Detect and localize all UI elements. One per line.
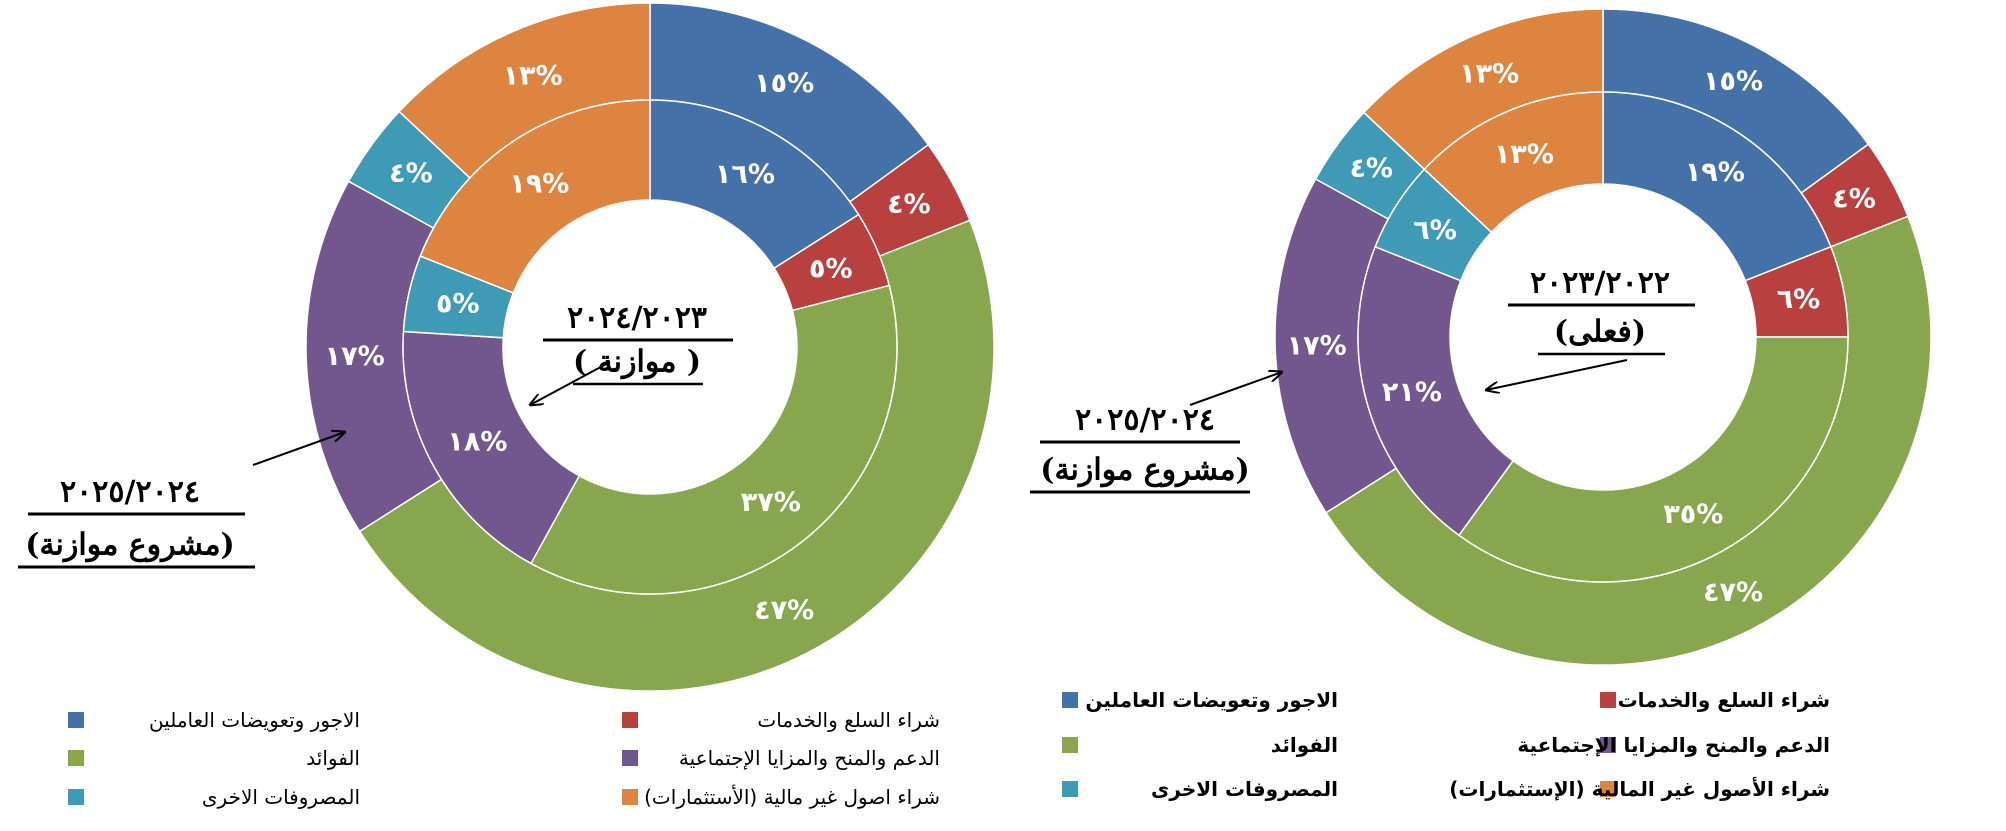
legend-label-goods: شراء السلع والخدمات [1618,688,1830,712]
data-label-outer-interest: ٤٧% [1703,577,1763,608]
center-label-line2: ( موازنة ) [573,345,701,380]
data-label-outer-assets: ١٣% [1459,59,1519,90]
legend-label-interest: الفوائد [1271,733,1338,757]
slice-inner-assets [1423,91,1604,234]
legend-label-wages: الاجور وتعويضات العاملين [1085,688,1338,712]
legend-label-interest: الفوائد [306,746,360,770]
data-label-inner-other: ٥% [436,289,480,320]
data-label-outer-wages: ١٥% [1703,66,1763,97]
data-label-inner-support: ١٨% [447,426,507,457]
slice-inner-support [402,330,581,565]
legend-label-wages: الاجور وتعويضات العاملين [149,708,360,732]
legend-swatch-other [68,789,84,805]
data-label-inner-goods: ٦% [1777,284,1821,315]
data-label-inner-other: ٦% [1413,215,1457,246]
chart-left: ١٥% ٤% ٤٧% ١٧% ٤% ١٣% ١٦% ٥% ٣٧% ١٨% ٥% ١٩% ٢٠٢٤/٢٠٢… [18,2,995,809]
data-label-inner-goods: ٥% [809,253,853,284]
data-label-outer-other: ٤% [1349,153,1393,184]
legend-swatch-assets [1600,781,1616,797]
legend-swatch-interest [1062,737,1078,753]
data-label-outer-other: ٤% [389,158,433,189]
center-label-line2: (فعلى) [1554,315,1646,350]
legend-swatch-wages [1062,692,1078,708]
data-label-outer-interest: ٤٧% [754,595,814,626]
slice-inner-interest [529,284,898,595]
slice-inner-support [1357,245,1515,537]
data-label-inner-support: ٢١% [1382,377,1442,408]
data-label-outer-goods: ٤% [887,189,931,220]
legend-swatch-other [1062,781,1078,797]
legend-swatch-goods [622,712,638,728]
arrow-inner-ring [530,361,611,405]
outer-label-line2: (مشروع موازنة) [1040,453,1249,488]
arrow-outer-ring [1189,372,1282,406]
slice-inner-assets [419,99,651,294]
legend-swatch-goods [1600,692,1616,708]
legend-swatch-assets [622,789,638,805]
data-label-outer-goods: ٤% [1832,183,1876,214]
legend-label-other: المصروفات الاخرى [202,785,360,809]
data-label-outer-support: ١٧% [1287,330,1347,361]
data-label-inner-assets: ١٩% [509,169,569,200]
legend-label-assets: شراء الأصول غير المالية (الإستثمارات) [1449,776,1830,801]
outer-label-line1: ٢٠٢٥/٢٠٢٤ [60,475,200,510]
data-label-outer-support: ١٧% [325,341,385,372]
data-label-inner-wages: ١٩% [1685,157,1745,188]
arrow-inner-ring [1486,359,1628,390]
center-label-line1: ٢٠٢٤/٢٠٢٣ [567,301,707,336]
legend-swatch-wages [68,712,84,728]
slice-inner-interest [1457,336,1849,583]
outer-label-line1: ٢٠٢٥/٢٠٢٤ [1075,403,1215,438]
legend-label-goods: شراء السلع والخدمات [757,708,940,732]
legend-label-support: الدعم والمنح والمزايا الإجتماعية [679,746,940,770]
legend-swatch-support [622,750,638,766]
legend-swatch-interest [68,750,84,766]
data-label-outer-wages: ١٥% [754,68,814,99]
center-label-line1: ٢٠٢٣/٢٠٢٢ [1530,266,1670,301]
data-label-inner-interest: ٣٧% [741,487,801,518]
legend-label-assets: شراء اصول غير مالية (الأستثمارات) [644,785,940,809]
data-label-inner-wages: ١٦% [715,159,775,190]
legend-label-other: المصروفات الاخرى [1151,777,1338,801]
data-label-inner-interest: ٣٥% [1663,499,1723,530]
legend-swatch-support [1600,737,1616,753]
outer-label-line2: (مشروع موازنة) [25,528,234,563]
chart-right: ١٥% ٤% ٤٧% ١٧% ٤% ١٣% ١٩% ٦% ٣٥% ٢١% ٦% ١٣% ٢٠٢٣/٢٠٢… [1030,8,1932,801]
data-label-outer-assets: ١٣% [503,60,563,91]
legend-label-support: الدعم والمنح والمزايا الإجتماعية [1517,733,1830,757]
arrow-outer-ring [252,432,345,466]
data-label-inner-assets: ١٣% [1494,139,1554,170]
slice-inner-wages [1602,91,1832,282]
